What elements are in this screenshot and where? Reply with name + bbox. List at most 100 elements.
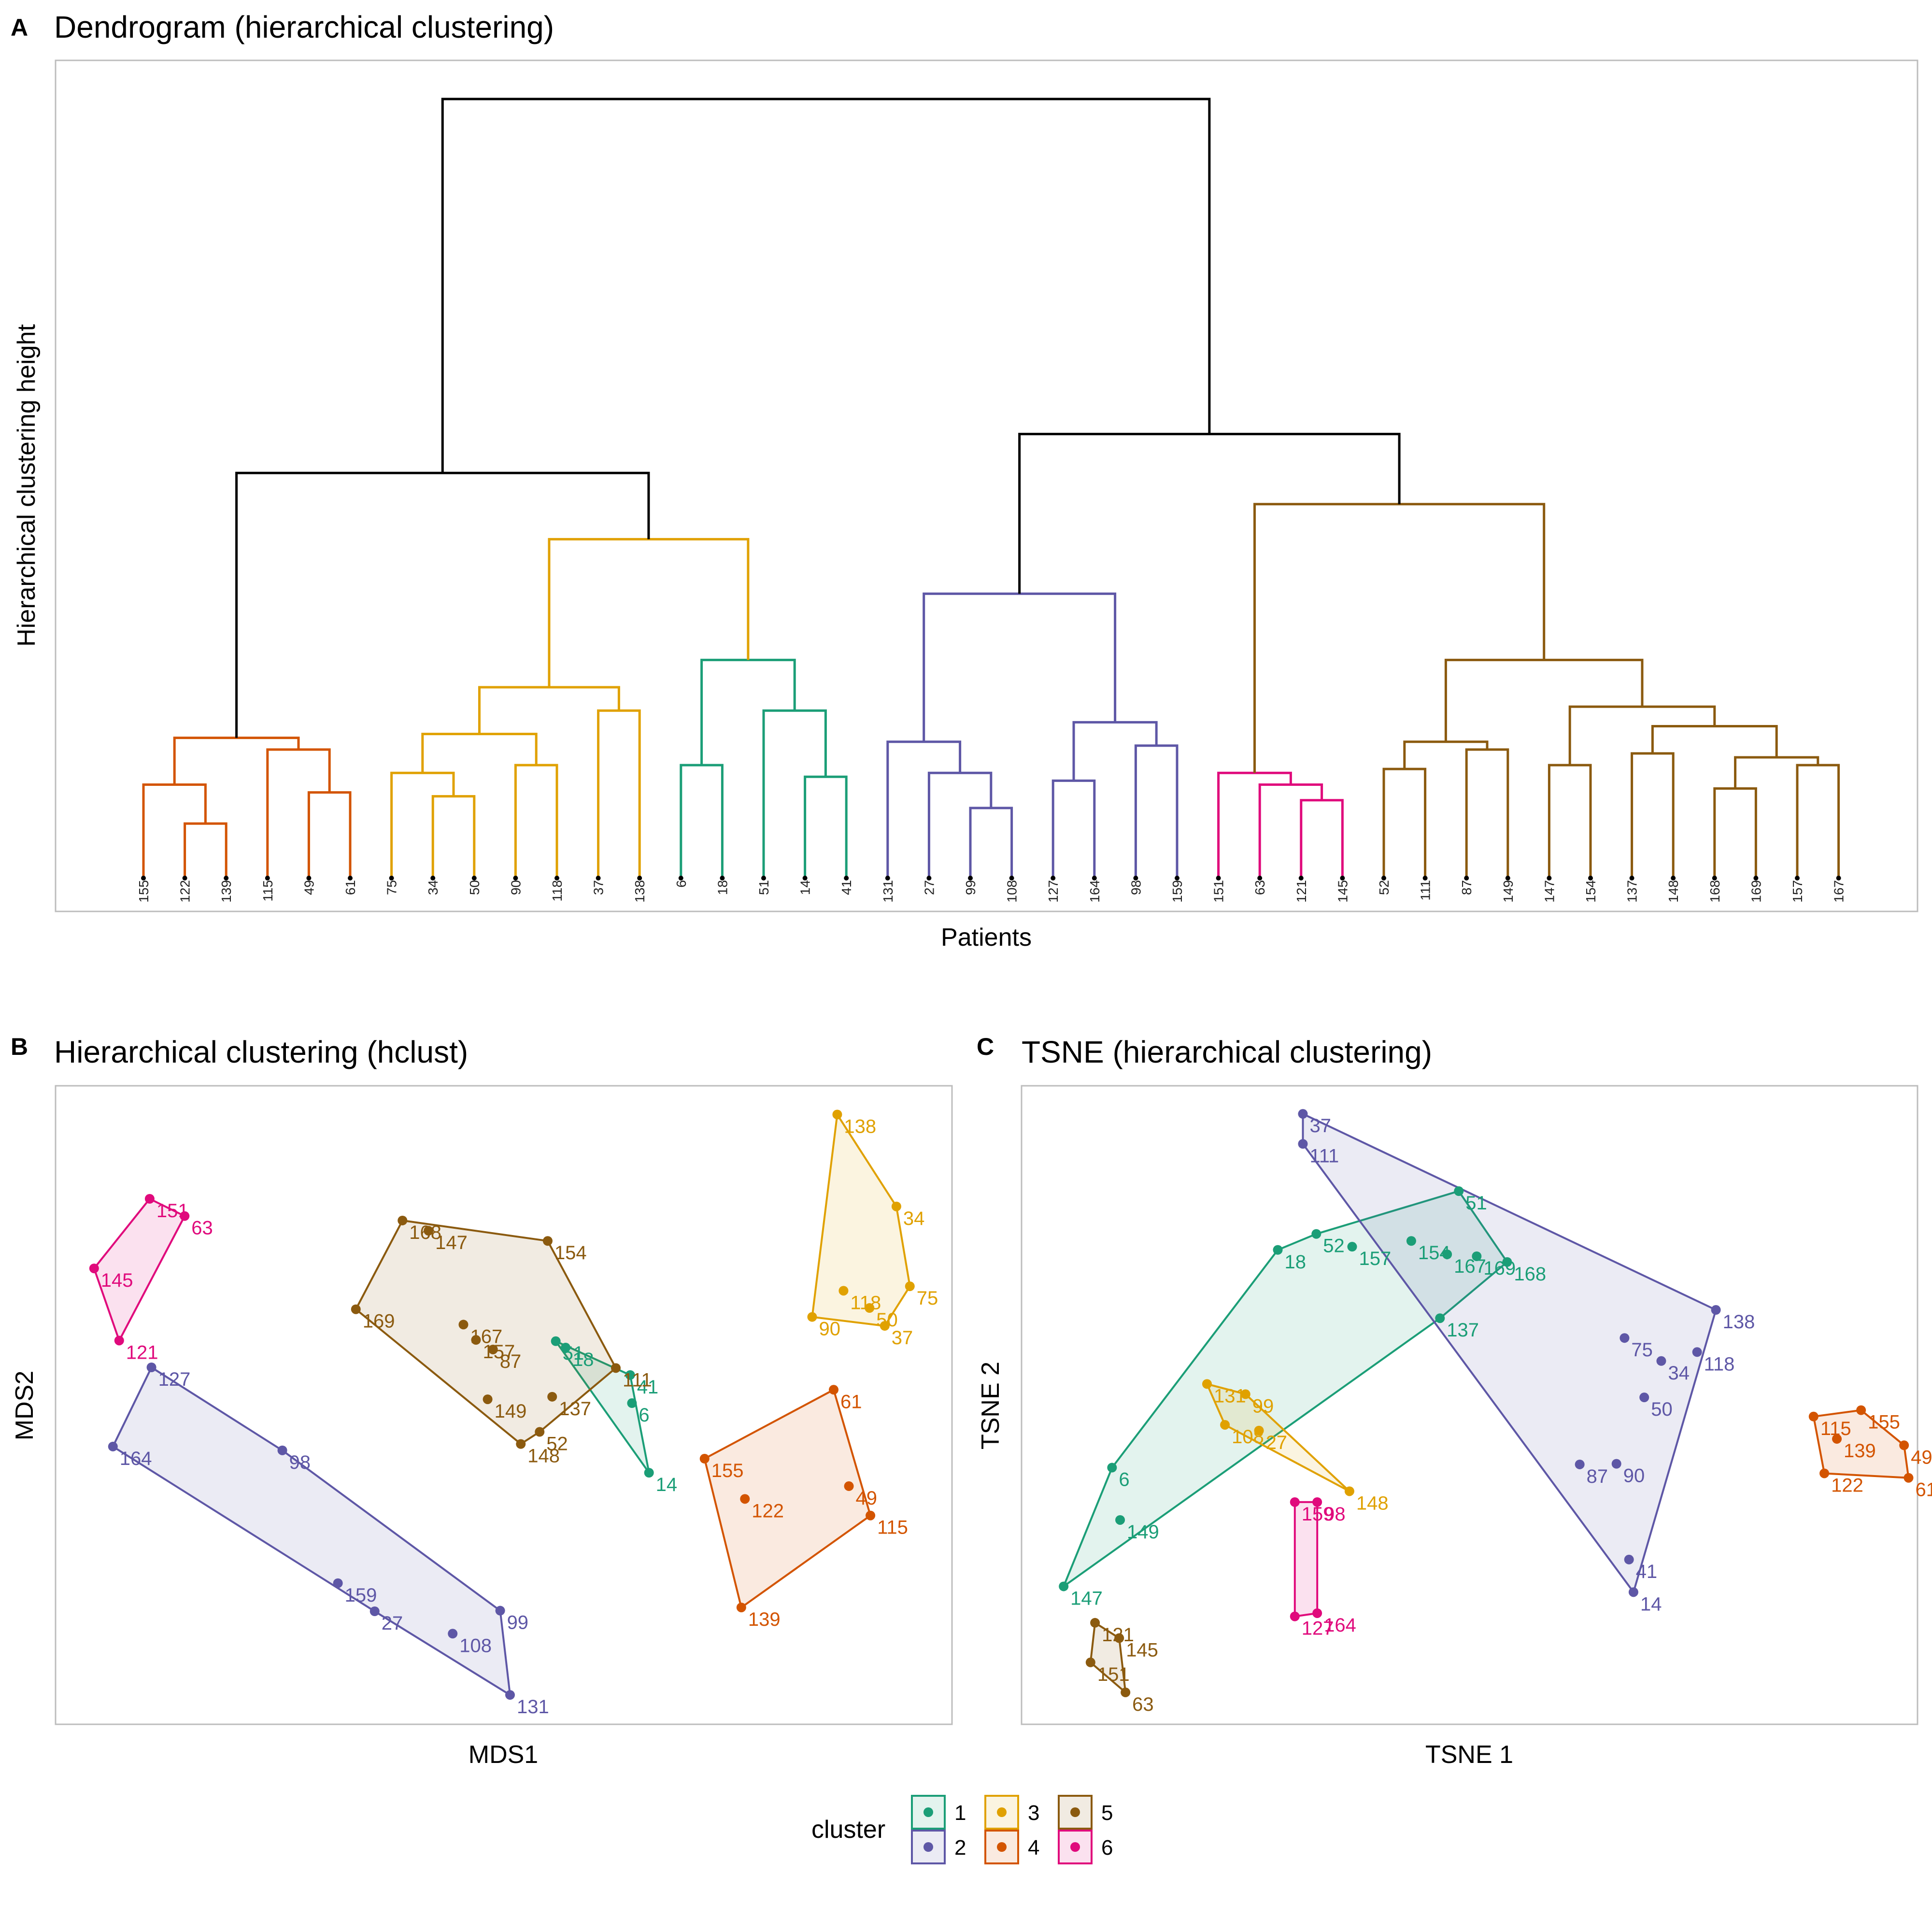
panel-b-point-label: 14 (656, 1474, 678, 1495)
dendrogram-leaf-point (1629, 876, 1634, 881)
dendrogram-leaf-label: 154 (1583, 880, 1598, 903)
dendrogram-leaf-label: 18 (715, 880, 730, 895)
panel-c-point (1311, 1229, 1321, 1239)
dendrogram-leaf-point (1133, 876, 1138, 881)
dendrogram-link (1796, 764, 1840, 878)
panel-c-point (1347, 1242, 1357, 1252)
legend-label-6: 6 (1101, 1836, 1113, 1860)
panel-c-point-label: 168 (1514, 1264, 1546, 1285)
dendrogram-link (441, 98, 1211, 473)
panel-b-point (89, 1264, 99, 1274)
dendrogram-leaf-label: 90 (508, 880, 523, 895)
dendrogram-leaf-label: 168 (1707, 880, 1722, 903)
panel-c-point-label: 27 (1266, 1432, 1288, 1453)
panel-b-x-axis-title: MDS1 (469, 1741, 538, 1769)
dendrogram-link (142, 783, 207, 878)
panel-b-point-label: 41 (637, 1377, 659, 1398)
panel-b-point-label: 137 (559, 1398, 591, 1420)
dendrogram-leaf-point (968, 876, 973, 881)
panel-c-point (1472, 1251, 1482, 1261)
panel-c-point (1619, 1333, 1630, 1343)
panel-b-point (448, 1629, 458, 1639)
panel-b-point (471, 1335, 481, 1345)
panel-c-point (1121, 1687, 1131, 1697)
dendrogram-leaf-label: 6 (674, 880, 689, 888)
panel-c-point-label: 14 (1640, 1593, 1662, 1615)
panel-b-point (905, 1281, 915, 1292)
panel-b-point (829, 1385, 839, 1395)
dendrogram-leaf-point (678, 876, 683, 881)
panel-c-point (1832, 1434, 1842, 1444)
panel-c-point (1856, 1405, 1866, 1415)
dendrogram-leaf-point (1216, 876, 1221, 881)
dendrogram-link (1253, 503, 1546, 773)
dendrogram-leaf-point (761, 876, 766, 881)
dendrogram-leaf-label: 139 (219, 880, 234, 903)
dendrogram-leaf-point (1422, 876, 1428, 881)
dendrogram-leaf-label: 169 (1748, 880, 1763, 903)
dendrogram-link (762, 709, 827, 878)
panel-b-point (740, 1494, 750, 1504)
legend-keys: 1 2 3 4 5 6 (911, 1795, 1113, 1864)
dendrogram-leaf-label: 27 (922, 880, 937, 895)
panel-c-point (1692, 1347, 1702, 1357)
dendrogram-leaf-label: 52 (1377, 880, 1392, 895)
legend-dot-1 (923, 1807, 933, 1817)
panel-b-point (505, 1690, 515, 1700)
dendrogram-leaf-label: 164 (1087, 880, 1102, 903)
panel-b-point (880, 1321, 890, 1331)
panel-c-point-label: 37 (1309, 1115, 1331, 1136)
dendrogram-link (431, 795, 476, 878)
legend: cluster 1 2 3 4 5 6 (811, 1795, 1113, 1864)
panel-b-point (424, 1226, 434, 1236)
legend-label-5: 5 (1101, 1801, 1113, 1825)
panel-b-point-label: 145 (101, 1270, 133, 1291)
panel-c-point (1904, 1473, 1914, 1483)
panel-c-point (1819, 1468, 1830, 1478)
dendrogram-leaf-point (471, 876, 477, 881)
panel-c-point (1298, 1139, 1308, 1149)
panel-b-point (458, 1320, 469, 1330)
panel-b-point-label: 149 (495, 1401, 527, 1422)
panel-b-point (483, 1394, 493, 1405)
dendrogram-leaf-point (1836, 876, 1841, 881)
panel-b-point-label: 157 (483, 1341, 515, 1363)
panel-b-letter: B (11, 1033, 28, 1060)
panel-b-point-label: 6 (639, 1405, 649, 1426)
dendrogram-leaf-label: 14 (798, 880, 813, 895)
panel-a-title: Dendrogram (hierarchical clustering) (54, 10, 554, 44)
panel-c-point (1808, 1411, 1818, 1421)
panel-c-point-label: 139 (1844, 1440, 1876, 1462)
dendrogram-leaf-point (1464, 876, 1469, 881)
panel-c-point-label: 87 (1587, 1466, 1608, 1487)
panel-b-point (625, 1370, 635, 1380)
legend-label-1: 1 (954, 1801, 966, 1825)
dendrogram-link (1734, 756, 1819, 789)
dendrogram-leaf-label: 108 (1005, 880, 1020, 903)
panel-c-point-label: 50 (1651, 1399, 1673, 1420)
dendrogram-link (700, 658, 796, 766)
panel-c-point-label: 51 (1465, 1193, 1487, 1214)
dendrogram-leaf-label: 41 (839, 880, 854, 895)
panel-c-point-label: 159 (1302, 1504, 1334, 1525)
panel-b-point (865, 1303, 875, 1313)
panel-c-point-label: 98 (1324, 1504, 1346, 1525)
panel-c-point-label: 127 (1302, 1618, 1334, 1639)
dendrogram-link (390, 771, 455, 878)
panel-b-point (838, 1286, 849, 1296)
legend-label-4: 4 (1028, 1836, 1039, 1860)
panel-b-point (495, 1605, 505, 1616)
legend-dot-2 (923, 1842, 933, 1852)
dendrogram-link (1548, 764, 1592, 878)
dendrogram-link (680, 764, 724, 878)
panel-c-point (1611, 1459, 1621, 1469)
panel-b-point-label: 87 (500, 1351, 522, 1372)
panel-b-point-label: 147 (435, 1232, 468, 1253)
panel-b-point (277, 1445, 287, 1455)
dendrogram-leaf-label: 151 (1211, 880, 1226, 903)
dendrogram-leaf-label: 157 (1790, 880, 1805, 903)
panel-c-point (1290, 1497, 1300, 1507)
dendrogram-links (142, 98, 1840, 878)
dendrogram-leaf-label: 118 (550, 880, 565, 902)
